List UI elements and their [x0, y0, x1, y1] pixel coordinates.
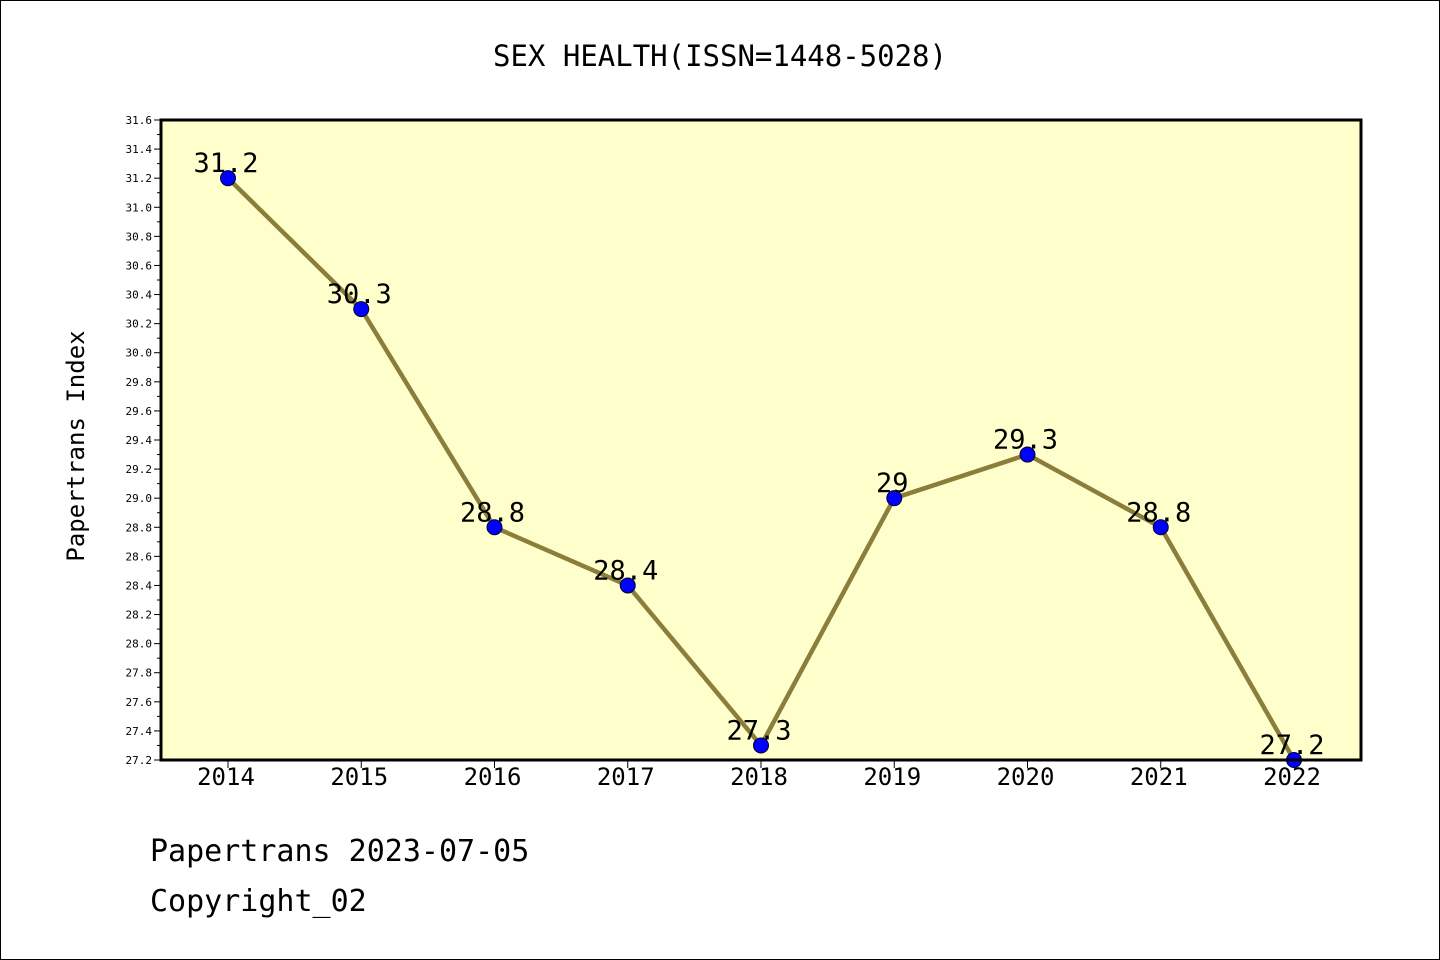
- y-tick-label: 29.0: [126, 492, 153, 505]
- footer-date: Papertrans 2023-07-05: [150, 834, 530, 869]
- y-tick-label: 28.4: [126, 579, 153, 592]
- x-axis-ticks: 2014 2015 2016 2017 2018 2019 2020 2021 2022: [197, 760, 1321, 791]
- y-axis-label: Papertrans Index: [62, 330, 90, 561]
- data-point: [886, 490, 903, 507]
- y-tick-label: 27.8: [126, 667, 153, 680]
- y-tick-label: 30.0: [126, 347, 153, 360]
- x-tick-label: 2018: [730, 763, 788, 791]
- y-tick-label: 30.4: [126, 289, 153, 302]
- y-tick-label: 30.2: [126, 318, 153, 331]
- y-tick-label: 29.2: [126, 463, 153, 476]
- data-label: 28.4: [593, 555, 658, 586]
- x-tick-label: 2015: [330, 763, 388, 791]
- data-point: [220, 170, 236, 187]
- plot-border: [159, 118, 1363, 762]
- data-label: 28.8: [460, 497, 525, 528]
- data-point: [753, 737, 769, 754]
- y-tick-label: 29.4: [126, 434, 153, 447]
- data-point: [486, 519, 503, 536]
- y-tick-label: 29.8: [126, 376, 153, 389]
- plot-area: [161, 120, 1361, 760]
- y-tick-label: 30.8: [126, 230, 153, 243]
- data-label: 30.3: [327, 279, 392, 310]
- y-tick-label: 31.6: [126, 114, 153, 127]
- y-tick-label: 31.4: [126, 143, 153, 156]
- chart-title: SEX HEALTH(ISSN=1448-5028): [493, 39, 947, 73]
- data-label: 27.3: [726, 715, 791, 746]
- y-axis-ticks: 27.2 27.4 27.6 27.8 28.0 28.2 28.4 28.6 28.8 29.0…: [126, 114, 161, 767]
- y-tick-label: 27.2: [126, 754, 153, 767]
- y-tick-label: 31.0: [126, 201, 153, 214]
- x-tick-label: 2016: [464, 763, 522, 791]
- data-point: [1019, 446, 1036, 463]
- data-label: 27.2: [1259, 730, 1324, 761]
- y-tick-label: 28.6: [126, 550, 153, 563]
- footer-copyright: Copyright_02: [150, 884, 367, 919]
- y-tick-label: 27.6: [126, 696, 153, 709]
- data-labels: 31.2 30.3 28.8 28.4 27.3 29 29.3 28.8 27.2: [193, 148, 1324, 761]
- y-tick-label: 31.2: [126, 172, 153, 185]
- y-tick-label: 30.6: [126, 259, 153, 272]
- x-tick-label: 2014: [197, 763, 255, 791]
- data-point: [353, 301, 370, 318]
- y-tick-label: 28.2: [126, 609, 153, 622]
- y-tick-label: 27.4: [126, 725, 153, 738]
- x-tick-label: 2019: [863, 763, 921, 791]
- x-tick-label: 2020: [997, 763, 1055, 791]
- data-point: [619, 577, 636, 594]
- y-tick-label: 28.8: [126, 521, 153, 534]
- y-tick-label: 29.6: [126, 405, 153, 418]
- y-tick-label: 28.0: [126, 638, 153, 651]
- data-point: [1152, 519, 1169, 536]
- data-label: 29.3: [993, 425, 1058, 456]
- data-label: 31.2: [193, 148, 258, 179]
- data-label: 29: [876, 468, 909, 499]
- data-label: 28.8: [1126, 497, 1191, 528]
- x-tick-label: 2021: [1130, 763, 1188, 791]
- x-tick-label: 2017: [597, 763, 655, 791]
